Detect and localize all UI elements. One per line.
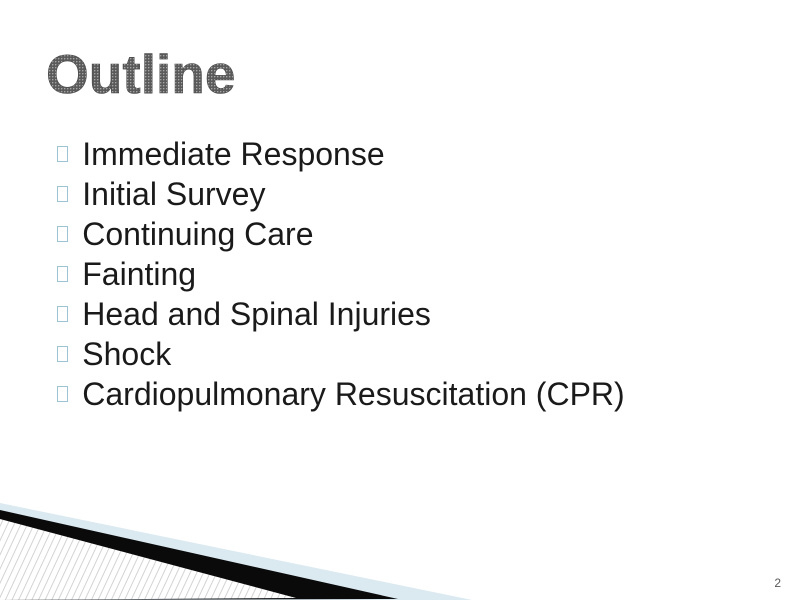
svg-text:Outline: Outline	[46, 43, 235, 105]
